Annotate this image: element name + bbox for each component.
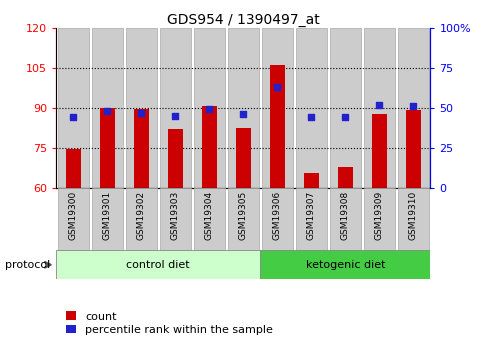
Bar <box>262 28 292 188</box>
Text: GSM19310: GSM19310 <box>408 190 417 240</box>
Bar <box>92 28 122 188</box>
Text: GSM19305: GSM19305 <box>238 190 247 240</box>
Bar <box>363 188 394 250</box>
Bar <box>329 28 360 188</box>
Bar <box>58 188 88 250</box>
Bar <box>126 28 156 188</box>
Point <box>239 111 246 117</box>
Text: GSM19309: GSM19309 <box>374 190 383 240</box>
Bar <box>262 188 292 250</box>
Bar <box>397 28 428 188</box>
Bar <box>194 188 224 250</box>
Text: GSM19301: GSM19301 <box>102 190 112 240</box>
Bar <box>100 108 115 188</box>
Bar <box>397 188 428 250</box>
Point <box>103 108 111 114</box>
Bar <box>405 110 420 188</box>
Bar <box>201 107 217 188</box>
Title: GDS954 / 1390497_at: GDS954 / 1390497_at <box>166 12 319 27</box>
Text: GSM19304: GSM19304 <box>204 190 213 240</box>
Text: control diet: control diet <box>126 260 190 270</box>
Bar <box>56 250 260 279</box>
Point <box>375 102 383 107</box>
Bar <box>194 28 224 188</box>
Text: GSM19302: GSM19302 <box>137 190 145 240</box>
Legend: count, percentile rank within the sample: count, percentile rank within the sample <box>61 307 277 339</box>
Point <box>171 113 179 119</box>
Bar <box>371 115 386 188</box>
Bar <box>303 173 318 188</box>
Point <box>273 84 281 90</box>
Bar <box>363 28 394 188</box>
Bar <box>227 28 258 188</box>
Text: GSM19308: GSM19308 <box>340 190 349 240</box>
Text: GSM19307: GSM19307 <box>306 190 315 240</box>
Bar <box>58 28 88 188</box>
Bar <box>337 167 352 188</box>
Text: GSM19303: GSM19303 <box>170 190 180 240</box>
Bar <box>160 188 190 250</box>
Bar <box>227 188 258 250</box>
Bar <box>260 250 429 279</box>
Text: GSM19300: GSM19300 <box>69 190 78 240</box>
Bar <box>160 28 190 188</box>
Bar <box>65 149 81 188</box>
Point <box>137 110 145 115</box>
Text: ketogenic diet: ketogenic diet <box>305 260 384 270</box>
Point <box>408 104 416 109</box>
Point <box>341 115 348 120</box>
Bar <box>269 65 285 188</box>
Bar <box>295 188 326 250</box>
Bar <box>167 129 183 188</box>
Bar <box>133 109 149 188</box>
Point <box>307 115 315 120</box>
Bar <box>329 188 360 250</box>
Text: protocol: protocol <box>5 260 50 270</box>
Bar <box>126 188 156 250</box>
Bar <box>92 188 122 250</box>
Text: GSM19306: GSM19306 <box>272 190 281 240</box>
Bar <box>235 128 250 188</box>
Bar <box>295 28 326 188</box>
Point <box>205 107 213 112</box>
Point <box>69 115 77 120</box>
